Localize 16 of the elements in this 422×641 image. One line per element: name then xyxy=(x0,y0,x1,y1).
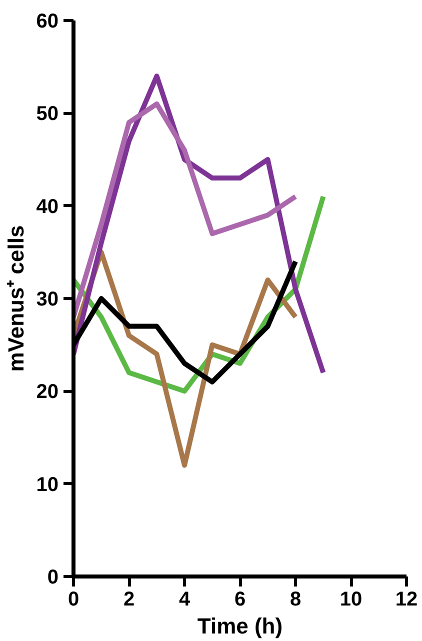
y-tick-label: 10 xyxy=(36,474,59,496)
y-tick-label: 60 xyxy=(36,10,59,32)
x-tick-label: 4 xyxy=(178,588,191,610)
x-tick-label: 2 xyxy=(123,588,135,610)
x-tick-label: 0 xyxy=(68,588,80,610)
x-tick-label: 8 xyxy=(290,588,302,610)
y-tick-label: 30 xyxy=(36,288,59,310)
y-axis-title: mVenus⁺ cells xyxy=(3,225,28,372)
x-axis-title: Time (h) xyxy=(197,614,283,638)
y-tick-label: 50 xyxy=(36,103,59,126)
x-tick-label: 12 xyxy=(395,588,418,610)
x-tick-label: 10 xyxy=(340,588,362,610)
y-tick-label: 0 xyxy=(47,566,58,588)
y-tick-label: 20 xyxy=(36,381,59,404)
y-tick-label: 40 xyxy=(36,196,59,218)
x-tick-label: 6 xyxy=(234,588,246,610)
